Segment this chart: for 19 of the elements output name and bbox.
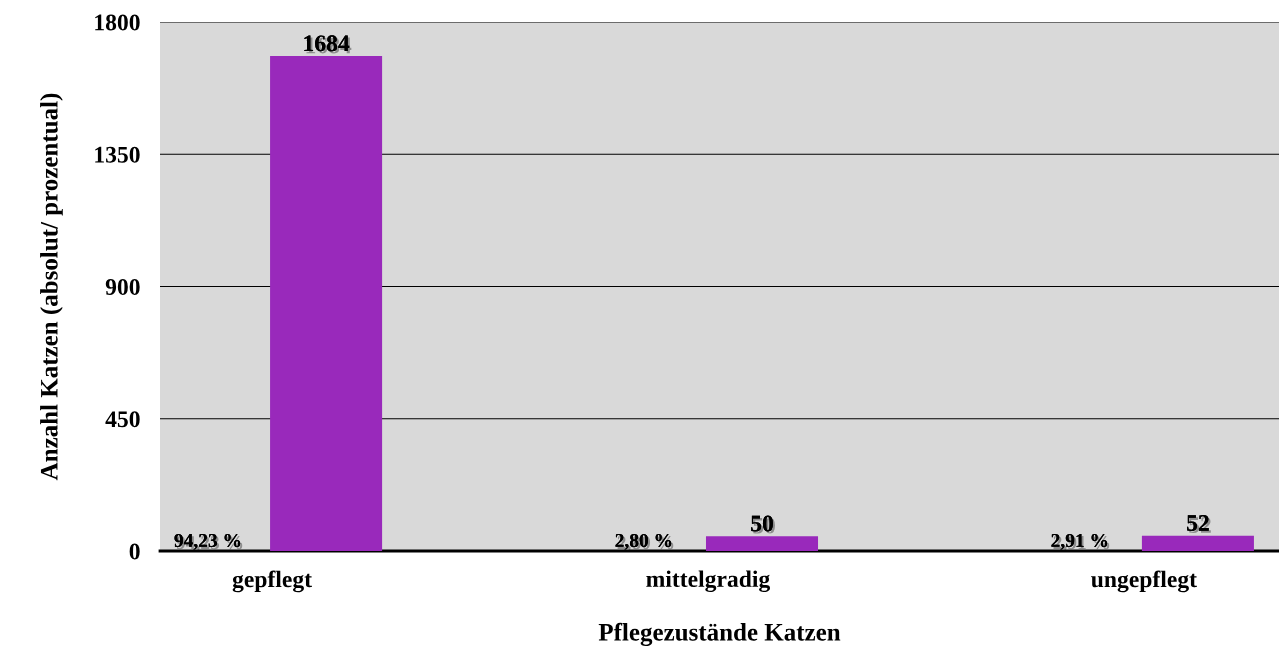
data-label: 50 <box>751 515 775 534</box>
data-label: 1684 <box>304 35 352 54</box>
y-tick-label: 900 <box>105 278 140 295</box>
bar <box>270 56 383 551</box>
y-axis-title: Anzahl Katzen (absolut/ prozentual) <box>40 93 63 481</box>
x-tick-label: mittelgradig <box>646 570 771 593</box>
y-tick-label: 0 <box>129 543 140 560</box>
annotation: 2,91 % <box>1051 533 1110 552</box>
x-tick-label: ungepflegt <box>1091 570 1197 593</box>
annotation: 94,23 % <box>174 533 243 552</box>
x-tick-label: gepflegt <box>232 570 312 593</box>
bar <box>705 536 819 551</box>
y-tick-label: 1800 <box>95 14 140 31</box>
bar <box>1141 535 1254 551</box>
x-axis-title: Pflegezustände Katzen <box>598 622 841 646</box>
annotation: 2,80 % <box>615 533 674 552</box>
data-label: 52 <box>1187 515 1211 534</box>
y-tick-label: 450 <box>105 411 140 428</box>
y-tick-label: 1350 <box>95 146 140 163</box>
